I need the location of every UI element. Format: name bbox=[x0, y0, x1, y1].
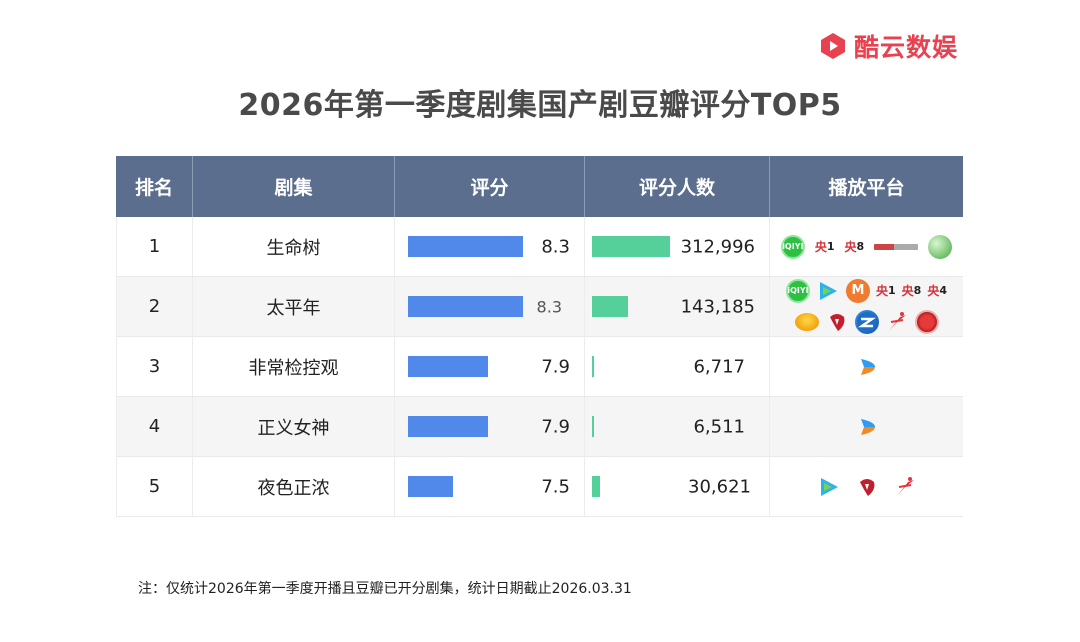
score-bar bbox=[408, 356, 488, 377]
drama-name: 太平年 bbox=[193, 277, 395, 336]
cctv-glyph: 央 bbox=[901, 284, 914, 299]
cctv-number: 1 bbox=[826, 240, 835, 253]
score-value: 7.9 bbox=[541, 356, 570, 377]
votes-bar bbox=[592, 236, 670, 257]
votes-cell: 6,717 bbox=[585, 337, 770, 396]
mgtv-icon: M bbox=[845, 278, 870, 303]
guangdong-tv-icon bbox=[885, 310, 909, 334]
score-bar bbox=[408, 296, 523, 317]
votes-value: 6,511 bbox=[693, 416, 745, 437]
green-orb-icon bbox=[928, 234, 953, 259]
score-bar bbox=[408, 476, 453, 497]
page-title: 2026年第一季度剧集国产剧豆瓣评分TOP5 bbox=[238, 88, 842, 123]
cctv-number: 8 bbox=[856, 240, 865, 253]
drama-name: 非常检控观 bbox=[193, 337, 395, 396]
iqiyi-icon: iQIYI bbox=[785, 278, 810, 303]
iqiyi-icon: iQIYI bbox=[780, 234, 805, 259]
votes-value: 143,185 bbox=[680, 296, 755, 317]
tencent-video-icon bbox=[817, 475, 841, 499]
cctv-number: 4 bbox=[939, 284, 947, 298]
score-cell: 8.3 bbox=[395, 277, 585, 336]
cctv-glyph: 央 bbox=[814, 240, 827, 254]
header-score: 评分 bbox=[395, 156, 585, 217]
votes-cell: 6,511 bbox=[585, 397, 770, 456]
votes-bar bbox=[592, 476, 600, 497]
tencent-video-icon bbox=[816, 279, 840, 303]
rank-cell: 1 bbox=[116, 217, 193, 276]
dragon-tv-icon bbox=[825, 310, 849, 334]
dragon-tv-icon bbox=[855, 475, 879, 499]
votes-bar bbox=[592, 416, 594, 437]
table-header: 排名 剧集 评分 评分人数 播放平台 bbox=[116, 156, 963, 217]
cctv-glyph: 央 bbox=[927, 284, 940, 299]
score-bar bbox=[408, 416, 488, 437]
brand-name: 酷云数娱 bbox=[854, 33, 959, 62]
rank-cell: 3 bbox=[116, 337, 193, 396]
youku-icon bbox=[855, 355, 879, 379]
table-row: 4 正义女神 7.9 6,511 bbox=[116, 397, 963, 457]
votes-value: 30,621 bbox=[688, 476, 751, 497]
score-cell: 7.5 bbox=[395, 457, 585, 516]
header-votes: 评分人数 bbox=[585, 156, 770, 217]
table-row: 5 夜色正浓 7.5 30,621 bbox=[116, 457, 963, 517]
drama-name: 夜色正浓 bbox=[193, 457, 395, 516]
votes-cell: 312,996 bbox=[585, 217, 770, 276]
platforms-cell bbox=[770, 457, 963, 516]
header-platforms: 播放平台 bbox=[828, 177, 905, 199]
score-value: 8.3 bbox=[541, 236, 570, 257]
footnote: 注：仅统计2026年第一季度开播且豆瓣已开分剧集，统计日期截止2026.03.3… bbox=[138, 581, 632, 597]
hunan-tv-icon bbox=[794, 310, 819, 334]
score-cell: 7.9 bbox=[395, 397, 585, 456]
table-row: 3 非常检控观 7.9 6,717 bbox=[116, 337, 963, 397]
header-drama: 剧集 bbox=[193, 156, 395, 217]
drama-name: 正义女神 bbox=[193, 397, 395, 456]
rank-cell: 5 bbox=[116, 457, 193, 516]
votes-value: 6,717 bbox=[693, 356, 745, 377]
votes-cell: 143,185 bbox=[585, 277, 770, 336]
ranking-table: 排名 剧集 评分 评分人数 播放平台 1 生命树 8.3 312,996 iQI… bbox=[116, 156, 963, 517]
red-circle-channel-icon bbox=[914, 310, 939, 335]
cctv-number: 1 bbox=[888, 284, 896, 298]
votes-bar bbox=[592, 296, 628, 317]
cctv-number: 8 bbox=[913, 284, 922, 298]
brand-logo: 酷云数娱 bbox=[818, 28, 958, 64]
kuyun-play-logo-icon bbox=[818, 31, 848, 61]
votes-cell: 30,621 bbox=[585, 457, 770, 516]
score-value: 7.9 bbox=[541, 416, 570, 437]
cctv-channel-icon bbox=[874, 235, 919, 259]
score-cell: 7.9 bbox=[395, 337, 585, 396]
cctv-glyph: 央 bbox=[875, 284, 888, 299]
drama-name: 生命树 bbox=[193, 217, 395, 276]
rank-cell: 2 bbox=[116, 277, 193, 336]
platforms-cell bbox=[770, 337, 963, 396]
header-rank: 排名 bbox=[116, 156, 193, 217]
cctv-glyph: 央 bbox=[844, 240, 857, 254]
rank-cell: 4 bbox=[116, 397, 193, 456]
score-bar bbox=[408, 236, 523, 257]
guangdong-tv-icon bbox=[893, 475, 917, 499]
votes-bar bbox=[592, 356, 594, 377]
youku-icon bbox=[855, 415, 879, 439]
platforms-cell bbox=[770, 397, 963, 456]
votes-value: 312,996 bbox=[680, 236, 755, 257]
score-cell: 8.3 bbox=[395, 217, 585, 276]
score-value: 7.5 bbox=[541, 476, 570, 497]
score-value: 8.3 bbox=[536, 297, 562, 316]
zhejiang-tv-icon bbox=[854, 310, 879, 335]
